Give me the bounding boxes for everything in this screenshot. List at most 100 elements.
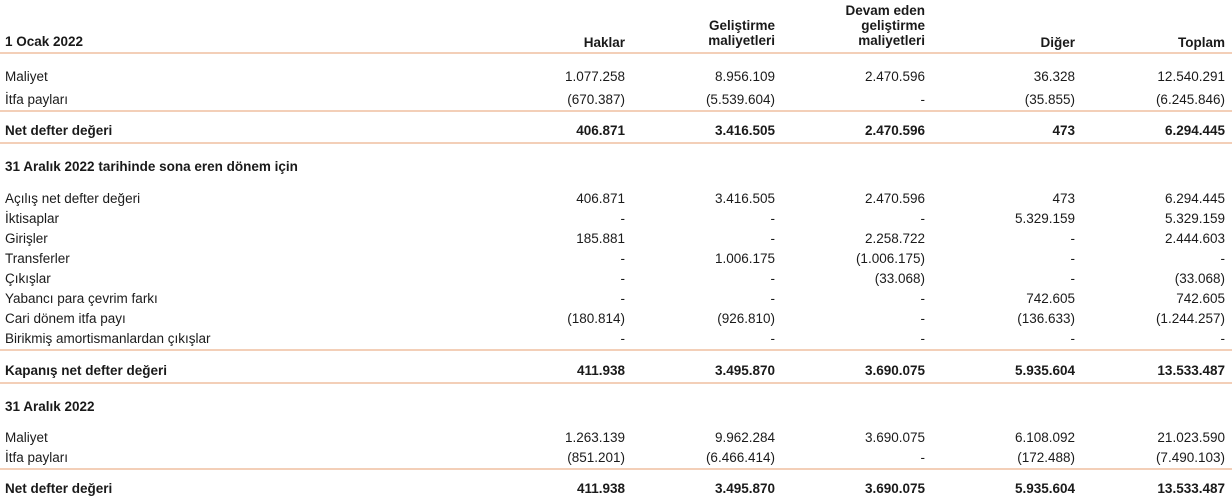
total-label: Net defter değeri	[5, 123, 113, 138]
value-toplam: (6.245.846)	[1155, 92, 1225, 107]
row-label: Yabancı para çevrim farkı	[5, 291, 158, 306]
value-diger: 6.108.092	[1014, 430, 1075, 445]
row-divider	[0, 349, 1232, 351]
value-haklar: 1.077.258	[564, 69, 625, 84]
value-toplam: 5.329.159	[1164, 211, 1225, 226]
column-header-line: Geliştirme	[708, 18, 775, 33]
row-label: İtfa payları	[5, 450, 69, 465]
row-label: İtfa payları	[5, 92, 69, 107]
column-header-devam-eden: Devam eden geliştirme maliyetleri	[845, 3, 925, 48]
row-label: Cari dönem itfa payı	[5, 311, 126, 326]
value-toplam: (7.490.103)	[1155, 450, 1225, 465]
value-toplam: -	[1220, 331, 1226, 346]
total-devam-eden: 3.690.075	[864, 481, 925, 496]
column-header-line: Toplam	[1178, 35, 1225, 50]
total-haklar: 411.938	[576, 481, 625, 496]
value-devam-eden: 3.690.075	[864, 430, 925, 445]
value-toplam: 6.294.445	[1164, 191, 1225, 206]
table-row: Yabancı para çevrim farkı - - - 742.605 …	[0, 289, 1232, 309]
value-haklar: 185.881	[576, 231, 625, 246]
value-haklar: -	[620, 291, 626, 306]
value-gelistirme: (6.466.414)	[705, 450, 775, 465]
column-header-line: geliştirme	[861, 18, 925, 33]
value-toplam: 742.605	[1176, 291, 1225, 306]
value-haklar: 406.871	[576, 191, 625, 206]
table-row: Maliyet 1.263.139 9.962.284 3.690.075 6.…	[0, 428, 1232, 448]
table-row: Transferler - 1.006.175 (1.006.175) - -	[0, 249, 1232, 269]
value-gelistirme: (926.810)	[717, 311, 775, 326]
table-row: Açılış net defter değeri 406.871 3.416.5…	[0, 189, 1232, 209]
row-label: Açılış net defter değeri	[5, 191, 141, 206]
total-gelistirme: 3.495.870	[714, 363, 775, 378]
value-devam-eden: 2.258.722	[864, 231, 925, 246]
value-toplam: -	[1220, 251, 1226, 266]
column-header-line: Diğer	[1040, 35, 1075, 50]
total-label: Kapanış net defter değeri	[5, 363, 168, 378]
value-toplam: 21.023.590	[1157, 430, 1225, 445]
total-toplam: 6.294.445	[1164, 123, 1225, 138]
header-divider	[0, 52, 1232, 54]
column-header-diger: Diğer	[1040, 35, 1075, 50]
value-gelistirme: 9.962.284	[714, 430, 775, 445]
total-row: Kapanış net defter değeri 411.938 3.495.…	[0, 361, 1232, 381]
value-diger: 5.329.159	[1014, 211, 1075, 226]
section-title-row: 31 Aralık 2022	[0, 397, 1232, 417]
value-haklar: 1.263.139	[564, 430, 625, 445]
section-title-row: 31 Aralık 2022 tarihinde sona eren dönem…	[0, 157, 1232, 177]
row-label: Maliyet	[5, 430, 48, 445]
total-row: Net defter değeri 406.871 3.416.505 2.47…	[0, 121, 1232, 141]
value-toplam: (1.244.257)	[1155, 311, 1225, 326]
value-gelistirme: -	[770, 211, 776, 226]
column-header-line: Devam eden	[845, 3, 925, 18]
table-row: Girişler 185.881 - 2.258.722 - 2.444.603	[0, 229, 1232, 249]
value-haklar: (670.387)	[567, 92, 625, 107]
row-label: Birikmiş amortismanlardan çıkışlar	[5, 331, 211, 346]
value-diger: (35.855)	[1024, 92, 1075, 107]
table-row: Maliyet 1.077.258 8.956.109 2.470.596 36…	[0, 67, 1232, 87]
value-haklar: -	[620, 211, 626, 226]
value-gelistirme: -	[770, 231, 776, 246]
value-gelistirme: (5.539.604)	[705, 92, 775, 107]
row-label: Çıkışlar	[5, 271, 51, 286]
value-haklar: (180.814)	[567, 311, 625, 326]
total-row: Net defter değeri 411.938 3.495.870 3.69…	[0, 479, 1232, 499]
value-diger: (172.488)	[1017, 450, 1075, 465]
value-haklar: -	[620, 271, 626, 286]
period-heading: 1 Ocak 2022	[5, 34, 84, 49]
total-diger: 5.935.604	[1014, 363, 1075, 378]
column-header-gelistirme: Geliştirme maliyetleri	[708, 18, 775, 48]
table-row: İtfa payları (851.201) (6.466.414) - (17…	[0, 448, 1232, 468]
value-devam-eden: 2.470.596	[864, 69, 925, 84]
value-toplam: (33.068)	[1174, 271, 1225, 286]
value-devam-eden: -	[920, 291, 926, 306]
row-label: Maliyet	[5, 69, 48, 84]
value-toplam: 12.540.291	[1157, 69, 1225, 84]
value-devam-eden: -	[920, 331, 926, 346]
total-devam-eden: 2.470.596	[864, 123, 925, 138]
row-label: Transferler	[5, 251, 70, 266]
column-header-line: maliyetleri	[858, 33, 925, 48]
value-gelistirme: 8.956.109	[714, 69, 775, 84]
value-diger: -	[1070, 331, 1076, 346]
table-row: Birikmiş amortismanlardan çıkışlar - - -…	[0, 329, 1232, 349]
value-gelistirme: -	[770, 291, 776, 306]
value-diger: 473	[1052, 191, 1075, 206]
value-toplam: 2.444.603	[1164, 231, 1225, 246]
total-gelistirme: 3.416.505	[714, 123, 775, 138]
total-gelistirme: 3.495.870	[714, 481, 775, 496]
total-haklar: 411.938	[576, 363, 625, 378]
value-diger: -	[1070, 231, 1076, 246]
row-divider	[0, 142, 1232, 144]
table-row: Çıkışlar - - (33.068) - (33.068)	[0, 269, 1232, 289]
total-haklar: 406.871	[576, 123, 625, 138]
value-devam-eden: -	[920, 92, 926, 107]
column-header-line: Haklar	[583, 35, 625, 50]
total-toplam: 13.533.487	[1157, 363, 1225, 378]
total-toplam: 13.533.487	[1157, 481, 1225, 496]
value-haklar: -	[620, 251, 626, 266]
value-haklar: -	[620, 331, 626, 346]
value-gelistirme: 3.416.505	[714, 191, 775, 206]
value-diger: (136.633)	[1017, 311, 1075, 326]
value-devam-eden: (1.006.175)	[855, 251, 925, 266]
total-diger: 473	[1052, 123, 1075, 138]
